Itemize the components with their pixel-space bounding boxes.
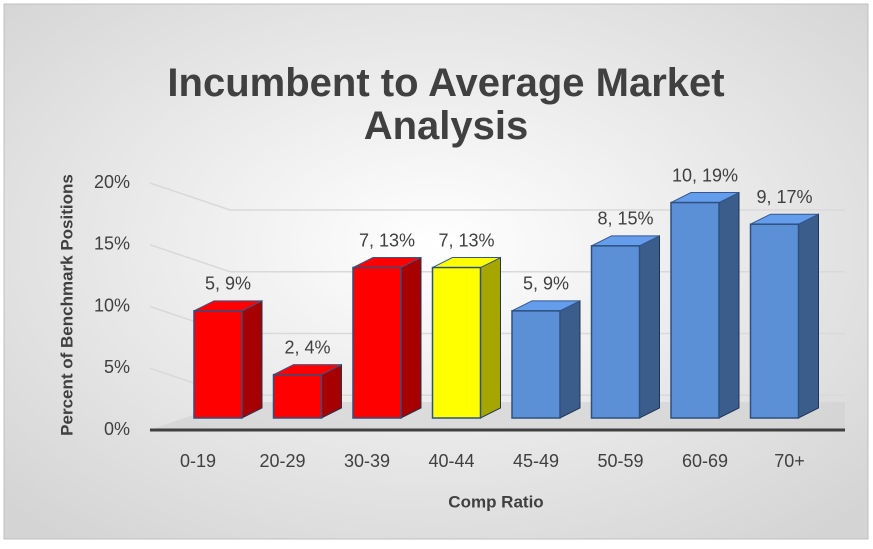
data-label: 5, 9% [523,274,569,294]
bar-side [241,300,263,419]
chart-title-part: Incumbent to Average Market [167,61,724,105]
x-tick-label: 20-29 [259,451,305,471]
bar-side [639,235,660,419]
data-label: 7, 13% [359,230,415,250]
x-tick-label: 70+ [774,451,805,471]
bar-side [798,213,819,419]
x-tick-label: 40-44 [428,451,474,471]
x-tick-label: 60-69 [682,451,728,471]
y-tick-label: 5% [104,357,130,377]
bar [352,266,402,419]
chart-title-part: Analysis [364,104,529,148]
y-tick-label: 20% [94,172,130,192]
chart-title-line2: Analysis [364,104,529,148]
y-tick-label: 10% [94,295,130,315]
data-label: 2, 4% [284,337,330,357]
data-label: 7, 13% [438,230,494,250]
y-axis-title: Percent of Benchmark Positions [57,174,76,436]
data-label: 9, 17% [756,187,812,207]
bar-side [480,256,501,419]
data-label: 8, 15% [597,209,653,229]
bar [670,201,720,419]
bar-side [400,256,422,419]
x-tick-label: 45-49 [513,451,559,471]
bar [590,245,641,419]
x-tick-label: 50-59 [597,451,643,471]
bar [431,266,482,419]
x-tick-label: 30-39 [344,451,390,471]
x-axis-title: Comp Ratio [448,492,543,511]
grid-line [149,182,845,211]
bar [511,310,561,419]
bar-side [559,300,581,419]
bar [272,373,323,419]
y-tick-label: 15% [94,234,130,254]
data-label: 10, 19% [672,165,738,185]
chart-title: Incumbent to Average Market [167,61,724,105]
x-tick-label: 0-19 [180,451,216,471]
y-tick-label: 0% [104,419,130,439]
bar [749,223,800,419]
data-label: 5, 9% [205,274,251,294]
bar [193,310,243,419]
bar-side [718,191,740,419]
